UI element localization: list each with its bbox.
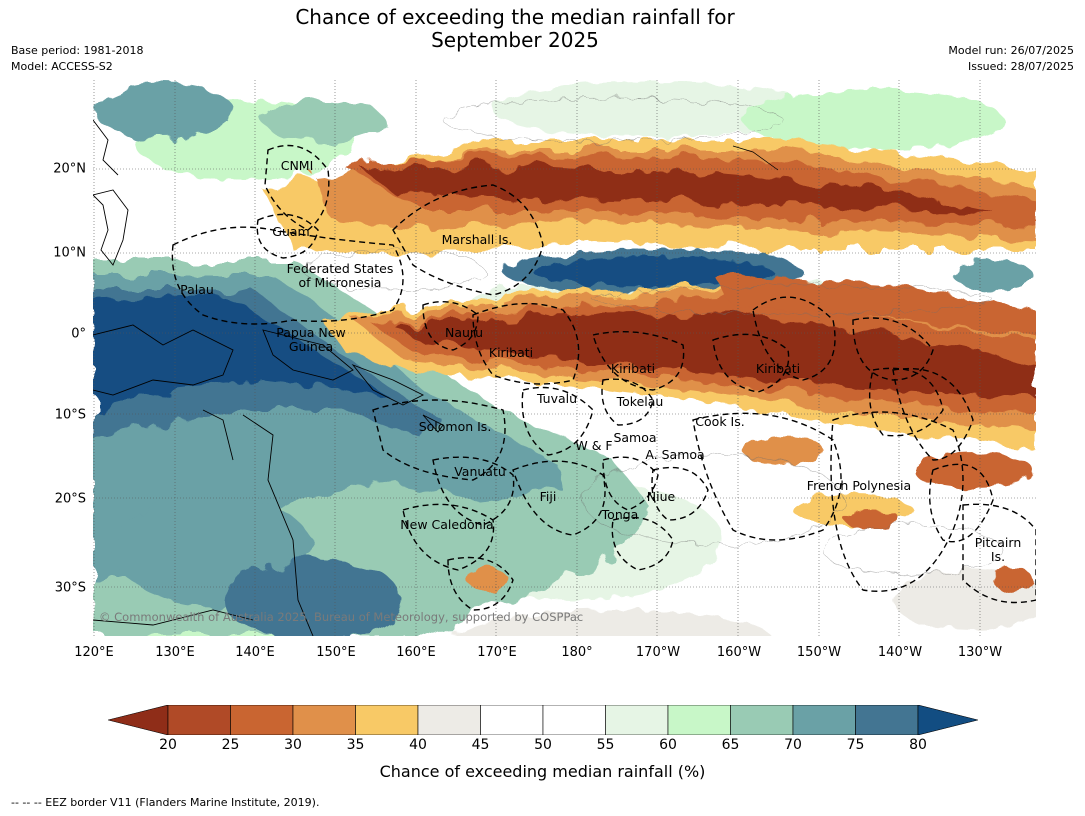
model-text: Model: ACCESS-S2 (11, 60, 113, 73)
contour-lines (302, 97, 1004, 576)
lon-tick-140w: 140°W (877, 645, 923, 660)
label-samoa: Samoa (613, 430, 657, 445)
lon-tick-130w: 130°W (957, 645, 1003, 660)
lon-tick-150w: 150°W (796, 645, 842, 660)
label-palau: Palau (180, 282, 214, 297)
label-pitcairn-is: Pitcairn Is. (974, 535, 1022, 564)
lat-tick-0: 0° (71, 326, 86, 342)
lat-tick-10s: 10°S (54, 407, 86, 423)
rainfall-map (93, 80, 1036, 636)
label-solomon-is: Solomon Is. (418, 419, 492, 434)
label-fiji: Fiji (539, 489, 557, 504)
label-marshall-is: Marshall Is. (441, 232, 513, 247)
colorbar-tick: 75 (846, 737, 865, 753)
colorbar-label: Chance of exceeding median rainfall (%) (379, 762, 706, 781)
label-guam: Guam (272, 224, 310, 239)
label-tonga: Tonga (601, 507, 639, 522)
colorbar (108, 705, 978, 735)
lon-tick-160w: 160°W (716, 645, 762, 660)
colorbar-55-60 (605, 705, 669, 735)
colorbar-40-45 (417, 705, 481, 735)
model-run-text: Model run: 26/07/2025 (948, 44, 1074, 57)
colorbar-65-70 (730, 705, 794, 735)
rain-field-south-patches (468, 435, 1033, 592)
colorbar-tick: 50 (534, 737, 552, 753)
eez-footnote: -- -- -- EEZ border V11 (Flanders Marine… (11, 796, 320, 809)
label-new-caledonia: New Caledonia (400, 517, 494, 532)
copyright-text: © Commonwealth of Australia 2025, Bureau… (99, 610, 584, 624)
label-tuvalu: Tuvalu (536, 391, 578, 406)
rain-field-blue-west (93, 82, 653, 636)
rain-field-dry-equator (323, 275, 1036, 450)
label-kiribati-east: Kiribati (755, 361, 801, 376)
title-line-2: September 2025 (431, 28, 599, 52)
colorbar-25-30 (230, 705, 294, 735)
lon-tick-160e: 160°E (396, 645, 436, 660)
label-wallis-futuna: W & F (575, 438, 613, 453)
map-canvas (93, 80, 1036, 636)
issued-text: Issued: 28/07/2025 (967, 60, 1074, 73)
lon-tick-170w: 170°W (635, 645, 681, 660)
lon-tick-130e: 130°E (155, 645, 195, 660)
label-nauru: Nauru (445, 325, 483, 340)
lat-tick-10n: 10°N (53, 245, 86, 261)
colorbar-tick: 60 (659, 737, 677, 753)
lat-tick-20s: 20°S (54, 491, 86, 507)
colorbar-tick: 55 (596, 737, 615, 753)
colorbar-tick: 30 (284, 737, 302, 753)
label-kiribati-west: Kiribati (488, 345, 534, 360)
label-micronesia: Federated States of Micronesia (286, 261, 394, 290)
lon-tick-150e: 150°E (316, 645, 356, 660)
label-tokelau: Tokelau (616, 394, 664, 409)
colorbar-75-80 (855, 705, 919, 735)
colorbar-20-25 (167, 705, 231, 735)
meta-left: Base period: 1981-2018 Model: ACCESS-S2 (11, 43, 143, 75)
title-line-1: Chance of exceeding the median rainfall … (295, 5, 735, 29)
colorbar-35-40 (355, 705, 419, 735)
label-vanuatu: Vanuatu (454, 464, 506, 479)
base-period-text: Base period: 1981-2018 (11, 44, 144, 57)
colorbar-50-55 (542, 705, 606, 735)
colorbar-tick: 45 (471, 737, 490, 753)
colorbar-tick: 65 (721, 737, 740, 753)
colorbar-tick: 25 (221, 737, 240, 753)
label-cnmi: CNMI (280, 158, 314, 173)
colorbar-30-35 (292, 705, 356, 735)
graticule (93, 80, 1036, 636)
colorbar-above-80 (917, 705, 978, 735)
colorbar-tick: 70 (784, 737, 802, 753)
colorbar-tick: 35 (346, 737, 365, 753)
lat-tick-30s: 30°S (54, 580, 86, 596)
lon-tick-120e: 120°E (74, 645, 114, 660)
colorbar-60-65 (667, 705, 731, 735)
meta-right: Model run: 26/07/2025 Issued: 28/07/2025 (948, 43, 1074, 75)
colorbar-tick: 20 (159, 737, 177, 753)
colorbar-tick: 80 (909, 737, 927, 753)
label-french-polynesia: French Polynesia (806, 478, 912, 493)
label-kiribati-central: Kiribati (610, 361, 656, 376)
lon-tick-180: 180° (561, 645, 593, 660)
label-papua-new-guinea: Papua New Guinea (276, 325, 346, 354)
coastlines (93, 119, 779, 636)
colorbar-70-75 (792, 705, 856, 735)
label-american-samoa: A. Samoa (645, 447, 705, 462)
colorbar-below-20 (108, 705, 169, 735)
label-niue: Niue (646, 489, 676, 504)
lat-tick-20n: 20°N (53, 161, 86, 177)
label-cook-is: Cook Is. (695, 414, 745, 429)
lon-tick-170e: 170°E (477, 645, 517, 660)
colorbar-tick: 40 (409, 737, 427, 753)
chart-title: Chance of exceeding the median rainfall … (0, 6, 1085, 52)
lon-tick-140e: 140°E (235, 645, 275, 660)
colorbar-45-50 (480, 705, 544, 735)
eez-borders (171, 144, 1036, 611)
